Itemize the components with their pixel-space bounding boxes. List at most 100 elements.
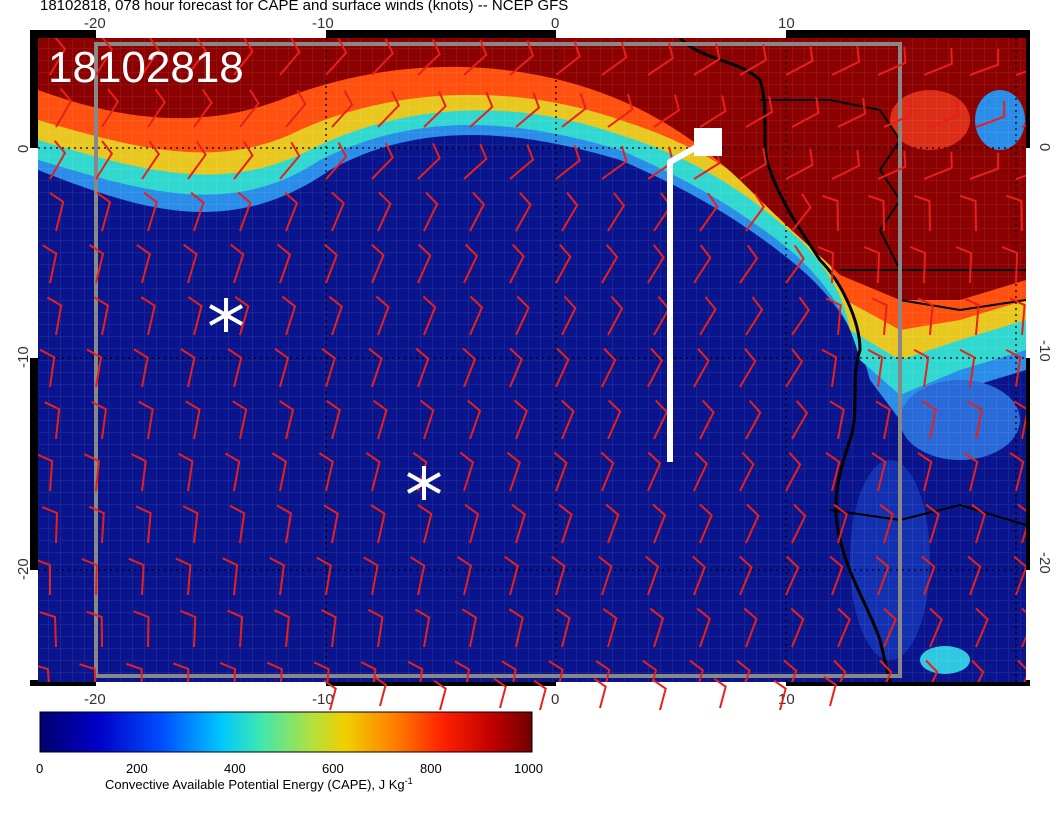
wind-barb bbox=[464, 503, 480, 544]
wind-barb bbox=[133, 610, 150, 648]
lon-tick-label: 0 bbox=[551, 15, 559, 32]
wind-barb bbox=[93, 296, 110, 336]
wind-barb bbox=[925, 659, 939, 682]
wind-barb bbox=[1005, 194, 1023, 232]
wind-barb bbox=[607, 399, 622, 440]
wind-barb bbox=[555, 347, 570, 388]
wind-barbs-overflow bbox=[323, 675, 837, 711]
wind-barb bbox=[699, 95, 727, 128]
wind-barb bbox=[699, 399, 715, 440]
wind-barb bbox=[469, 191, 486, 232]
wind-barb bbox=[917, 452, 933, 492]
wind-barb bbox=[971, 503, 986, 544]
wind-barb bbox=[739, 44, 768, 76]
wind-barb bbox=[38, 665, 50, 682]
wind-barb bbox=[141, 140, 161, 180]
lat-tick-label: 0 bbox=[15, 145, 32, 153]
wind-barb bbox=[877, 150, 907, 180]
wind-barb bbox=[81, 558, 98, 596]
wind-barb bbox=[42, 244, 58, 284]
wind-barb bbox=[509, 243, 525, 284]
wind-barb bbox=[325, 38, 348, 76]
wind-barb bbox=[883, 607, 897, 648]
wind-barb bbox=[234, 295, 250, 336]
wind-barb bbox=[96, 191, 112, 232]
wind-barb bbox=[791, 96, 820, 128]
wind-barb bbox=[172, 662, 190, 682]
wind-barb bbox=[373, 399, 388, 440]
wind-barb bbox=[825, 452, 841, 492]
wind-barb bbox=[883, 98, 913, 128]
wind-barb bbox=[227, 609, 244, 648]
wind-barb bbox=[277, 243, 292, 284]
wind-barb bbox=[558, 503, 573, 544]
wind-barb bbox=[271, 452, 288, 492]
wind-barb bbox=[39, 348, 56, 388]
wind-barb bbox=[875, 400, 891, 440]
wind-barb bbox=[316, 556, 332, 596]
wind-barb bbox=[867, 348, 884, 388]
wind-barb bbox=[326, 399, 341, 440]
wind-barb bbox=[969, 48, 1000, 76]
wind-barb bbox=[1009, 452, 1025, 492]
wind-barb bbox=[829, 555, 844, 596]
wind-barb bbox=[365, 452, 381, 492]
wind-barb bbox=[276, 504, 293, 544]
wind-barb bbox=[323, 504, 339, 544]
wind-barb bbox=[461, 608, 478, 648]
colorbar-tick: 1000 bbox=[514, 761, 543, 776]
wind-barb bbox=[281, 295, 297, 336]
wind-barb bbox=[693, 348, 710, 388]
wind-barb bbox=[963, 297, 980, 336]
colorbar-tick: 800 bbox=[420, 761, 442, 776]
wind-barb bbox=[233, 38, 254, 76]
wind-barb bbox=[180, 609, 197, 648]
wind-barb bbox=[514, 399, 528, 440]
wind-barb bbox=[967, 400, 983, 440]
wind-barb bbox=[785, 44, 814, 76]
wind-barb bbox=[55, 88, 73, 128]
wind-barb bbox=[837, 607, 851, 648]
wind-barb bbox=[463, 143, 488, 180]
map-field: 18102818 bbox=[38, 38, 1026, 682]
wind-barb bbox=[183, 243, 198, 284]
wind-barb bbox=[601, 244, 619, 284]
wind-barb bbox=[917, 297, 934, 336]
wind-barb bbox=[871, 297, 888, 336]
map-grid-overlay bbox=[38, 38, 1026, 682]
wind-barb bbox=[377, 191, 392, 232]
colorbar-label-text: Convective Available Potential Energy (C… bbox=[105, 777, 405, 792]
wind-barb bbox=[138, 400, 154, 440]
lat-tick-label: -20 bbox=[1036, 552, 1053, 574]
wind-barb bbox=[647, 451, 662, 492]
page-title: 18102818, 078 hour forecast for CAPE and… bbox=[40, 0, 569, 14]
wind-barb bbox=[125, 662, 143, 682]
wind-barb bbox=[642, 659, 658, 682]
wind-barb bbox=[506, 451, 521, 492]
lat-tick-label: -10 bbox=[15, 346, 32, 368]
wind-barb bbox=[180, 348, 196, 388]
wind-barb bbox=[791, 296, 811, 336]
wind-barb bbox=[601, 347, 617, 388]
wind-barb bbox=[955, 246, 973, 284]
wind-barb bbox=[190, 191, 205, 232]
date-stamp: 18102818 bbox=[48, 43, 244, 92]
wind-barb bbox=[555, 608, 571, 648]
wind-barb bbox=[595, 660, 611, 682]
wind-barb bbox=[607, 192, 626, 232]
lon-tick-label: -10 bbox=[312, 15, 334, 32]
wind-barb bbox=[833, 503, 848, 544]
wind-barb bbox=[375, 295, 390, 336]
wind-barb bbox=[831, 45, 861, 76]
wind-barb bbox=[49, 192, 65, 232]
wind-barb bbox=[39, 611, 57, 648]
wind-barb bbox=[49, 140, 67, 180]
wind-barb bbox=[331, 90, 354, 128]
colorbar-tick: 400 bbox=[224, 761, 246, 776]
wind-barb bbox=[647, 244, 665, 284]
wind-barb bbox=[649, 607, 665, 648]
wind-barb bbox=[959, 194, 977, 232]
wind-barb bbox=[360, 661, 377, 682]
